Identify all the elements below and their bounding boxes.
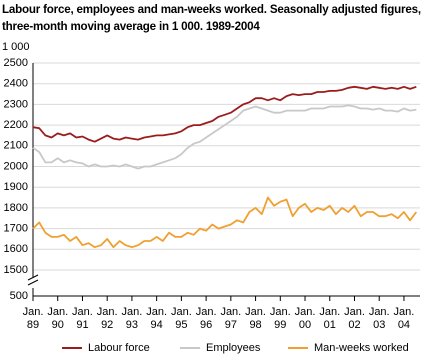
y-tick-label: 2500 (4, 57, 28, 69)
x-tick-label: Jan. 98 (245, 306, 266, 331)
y-tick-label: 2200 (4, 119, 28, 131)
x-tick-label: Jan. 95 (171, 306, 192, 331)
y-tick-label: 1500 (4, 264, 28, 276)
legend-label: Man-weeks worked (314, 342, 409, 354)
subtitle: Seasonally adjusted figures, three-month… (2, 3, 421, 33)
x-tick-label: Jan. 92 (97, 306, 118, 331)
x-tick-label: Jan. 93 (122, 306, 143, 331)
x-tick-label: Jan. 00 (295, 306, 316, 331)
chart-title: Labour force, employees and man-weeks wo… (2, 1, 424, 35)
x-tick-label: Jan. 89 (23, 306, 44, 331)
x-tick-label: Jan. 96 (196, 306, 217, 331)
x-tick-label: Jan. 97 (220, 306, 241, 331)
x-tick-label: Jan. 04 (394, 306, 415, 331)
x-tick-label: Jan. 90 (47, 306, 68, 331)
y-tick-label: 2000 (4, 160, 28, 172)
x-tick-label: Jan. 01 (319, 306, 340, 331)
y-tick-label: 1700 (4, 223, 28, 235)
y-tick-label: 2300 (4, 98, 28, 110)
legend-label: Employees (206, 342, 261, 354)
x-tick-label: Jan. 03 (369, 306, 390, 331)
y-tick-label: 1600 (4, 243, 28, 255)
x-tick-label: Jan. 02 (344, 306, 365, 331)
series-line (32, 104, 417, 170)
axis-break (27, 274, 39, 286)
series-line (32, 85, 417, 143)
x-tick-label: Jan. 94 (146, 306, 167, 331)
y-tick-label: 2100 (4, 140, 28, 152)
x-tick-label: Jan. 99 (270, 306, 291, 331)
y-axis-label: 1 000 (2, 41, 30, 53)
legend-label: Labour force (88, 342, 150, 354)
title: Labour force, employees and man-weeks wo… (2, 3, 267, 16)
series-line (32, 196, 418, 249)
x-tick-label: Jan. 91 (72, 306, 93, 331)
y-tick-label: 1800 (4, 202, 28, 214)
y-tick-label: 500 (10, 290, 28, 302)
y-tick-label: 1900 (4, 181, 28, 193)
y-tick-label: 2400 (4, 78, 28, 90)
